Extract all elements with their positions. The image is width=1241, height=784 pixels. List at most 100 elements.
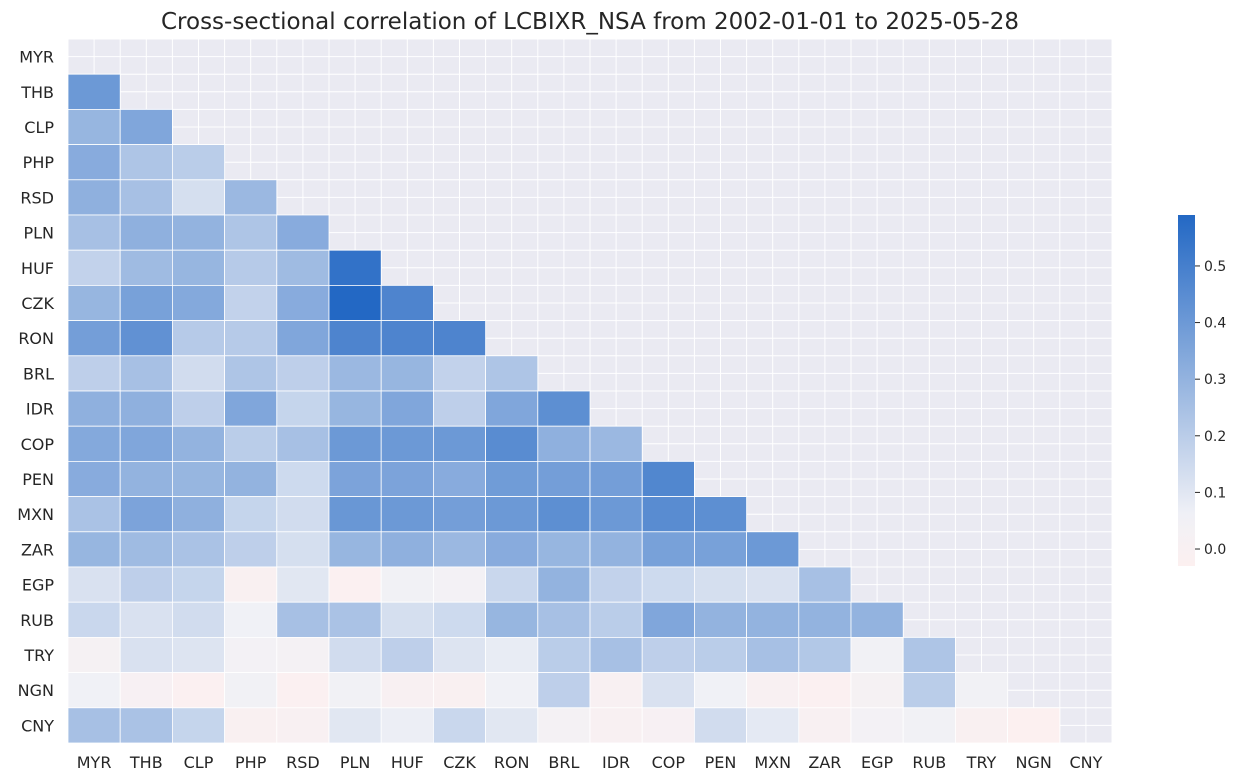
- column-label-zar: ZAR: [808, 753, 841, 772]
- heatmap-cell-pln-rsd: [276, 214, 330, 251]
- heatmap-cell-idr-czk: [432, 390, 486, 427]
- column-label-idr: IDR: [602, 753, 630, 772]
- heatmap-cell-czk-php: [224, 284, 278, 321]
- heatmap-cell-mxn-czk: [432, 496, 486, 533]
- heatmap-cell-try-clp: [171, 637, 225, 674]
- heatmap-cell-ron-huf: [380, 320, 434, 357]
- heatmap-cell-ron-rsd: [276, 320, 330, 357]
- heatmap-cell-huf-clp: [171, 249, 225, 286]
- colorbar-gradient: [1178, 215, 1195, 566]
- heatmap-cell-zar-php: [224, 531, 278, 568]
- heatmap-cell-cny-rsd: [276, 707, 330, 744]
- heatmap-cell-ngn-zar: [798, 672, 852, 709]
- heatmap-cell-cny-brl: [537, 707, 591, 744]
- heatmap-cell-ngn-try: [955, 672, 1009, 709]
- row-label-zar: ZAR: [21, 540, 54, 559]
- heatmap-cell-mxn-pln: [328, 496, 382, 533]
- heatmap-cell-egp-huf: [380, 566, 434, 603]
- heatmap-cell-zar-brl: [537, 531, 591, 568]
- row-tick-labels: MYR THB CLP PHP RSD PLN HUF CZK RON BRL IDR COP PEN M…: [17, 48, 54, 736]
- row-label-czk: CZK: [21, 294, 54, 313]
- heatmap-cell-pen-myr: [67, 460, 121, 497]
- heatmap-cell-egp-pen: [694, 566, 748, 603]
- colorbar-tick-label: 0.1: [1204, 485, 1226, 501]
- heatmap-cell-ron-clp: [171, 320, 225, 357]
- heatmap-cell-czk-thb: [119, 284, 173, 321]
- row-label-pln: PLN: [23, 224, 54, 243]
- heatmap-cell-cop-clp: [171, 425, 225, 462]
- heatmap-cell-egp-zar: [798, 566, 852, 603]
- heatmap-cell-zar-mxn: [746, 531, 800, 568]
- heatmap-cell-zar-myr: [67, 531, 121, 568]
- heatmap-cell-cny-rub: [902, 707, 956, 744]
- column-label-rsd: RSD: [286, 753, 320, 772]
- column-label-thb: THB: [129, 753, 163, 772]
- heatmap-cell-thb-myr: [67, 73, 121, 110]
- heatmap-cell-php-thb: [119, 144, 173, 181]
- heatmap-cell-php-clp: [171, 144, 225, 181]
- heatmap-cell-pen-czk: [432, 460, 486, 497]
- column-label-cop: COP: [652, 753, 686, 772]
- heatmap-cell-cny-thb: [119, 707, 173, 744]
- heatmap-cell-huf-myr: [67, 249, 121, 286]
- heatmap-cell-ngn-clp: [171, 672, 225, 709]
- heatmap-cell-pen-rsd: [276, 460, 330, 497]
- heatmap-cell-ngn-brl: [537, 672, 591, 709]
- heatmap-cell-try-czk: [432, 637, 486, 674]
- heatmap-cell-idr-huf: [380, 390, 434, 427]
- heatmap-cell-try-huf: [380, 637, 434, 674]
- heatmap-cell-czk-myr: [67, 284, 121, 321]
- heatmap-cell-czk-rsd: [276, 284, 330, 321]
- heatmap-cell-brl-myr: [67, 355, 121, 392]
- heatmap-cell-rub-mxn: [746, 601, 800, 638]
- heatmap-cell-pen-idr: [589, 460, 643, 497]
- heatmap-cell-brl-czk: [432, 355, 486, 392]
- colorbar-tick-label: 0.0: [1204, 542, 1226, 558]
- column-label-cny: CNY: [1069, 753, 1102, 772]
- heatmap-cell-cop-rsd: [276, 425, 330, 462]
- heatmap-cell-mxn-pen: [694, 496, 748, 533]
- row-label-thb: THB: [20, 83, 54, 102]
- row-label-ngn: NGN: [18, 681, 54, 700]
- heatmap-cell-try-ron: [485, 637, 539, 674]
- heatmap-cell-ngn-mxn: [746, 672, 800, 709]
- heatmap-cell-rub-pln: [328, 601, 382, 638]
- heatmap-cell-cop-myr: [67, 425, 121, 462]
- heatmap-cell-try-cop: [641, 637, 695, 674]
- column-label-egp: EGP: [861, 753, 894, 772]
- heatmap-cell-try-brl: [537, 637, 591, 674]
- heatmap-cell-pln-clp: [171, 214, 225, 251]
- heatmap-cell-try-egp: [850, 637, 904, 674]
- heatmap-cell-cny-pln: [328, 707, 382, 744]
- heatmap-cell-idr-pln: [328, 390, 382, 427]
- heatmap-cell-ngn-thb: [119, 672, 173, 709]
- heatmap-cell-rub-zar: [798, 601, 852, 638]
- heatmap-cell-pen-php: [224, 460, 278, 497]
- heatmap-cell-zar-czk: [432, 531, 486, 568]
- heatmap-cell-cny-pen: [694, 707, 748, 744]
- heatmap-cell-cny-ron: [485, 707, 539, 744]
- column-label-php: PHP: [235, 753, 267, 772]
- heatmap-cell-rub-egp: [850, 601, 904, 638]
- row-label-cop: COP: [21, 435, 55, 454]
- heatmap-cell-try-php: [224, 637, 278, 674]
- heatmap-cell-egp-mxn: [746, 566, 800, 603]
- heatmap-cell-huf-php: [224, 249, 278, 286]
- heatmap-cell-mxn-thb: [119, 496, 173, 533]
- heatmap-cell-cop-ron: [485, 425, 539, 462]
- heatmap-cell-ngn-ron: [485, 672, 539, 709]
- heatmap-cell-brl-ron: [485, 355, 539, 392]
- heatmap-cell-ngn-rub: [902, 672, 956, 709]
- heatmap-cell-egp-ron: [485, 566, 539, 603]
- heatmap-cell-cny-mxn: [746, 707, 800, 744]
- heatmap-cell-rub-rsd: [276, 601, 330, 638]
- heatmap-cell-rub-ron: [485, 601, 539, 638]
- heatmap-cell-cop-thb: [119, 425, 173, 462]
- column-label-huf: HUF: [391, 753, 424, 772]
- heatmap-cell-try-rub: [902, 637, 956, 674]
- heatmap-cell-rub-czk: [432, 601, 486, 638]
- heatmap-cell-cny-zar: [798, 707, 852, 744]
- heatmap-cell-zar-clp: [171, 531, 225, 568]
- heatmap-cell-idr-thb: [119, 390, 173, 427]
